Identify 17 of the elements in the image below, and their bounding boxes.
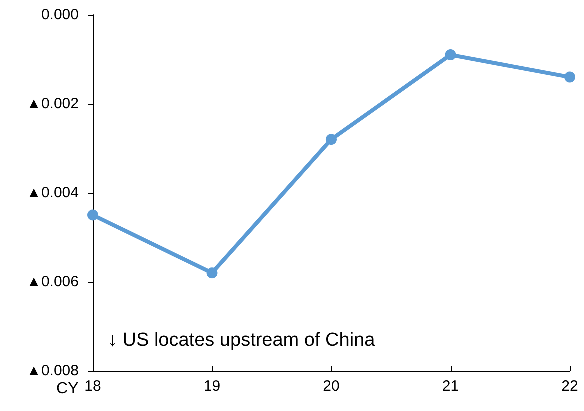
- y-tick-label: ▲0.008: [26, 362, 79, 380]
- x-tick-label: 22: [562, 378, 578, 395]
- point: [326, 134, 337, 146]
- y-tick-label: ▲0.004: [26, 184, 79, 202]
- annotation: ↓ US locates upstream of China: [108, 330, 376, 351]
- point: [564, 72, 576, 83]
- x-axis-title: CY: [56, 380, 80, 398]
- point: [88, 210, 98, 221]
- x-tick-label: 18: [84, 378, 102, 395]
- y-tick-label: ▲0.002: [26, 96, 79, 112]
- x-tick-label: 19: [204, 378, 221, 395]
- y-tick-label: ▲0.006: [26, 274, 79, 290]
- y-tick-label: 0.000: [41, 6, 79, 24]
- x-tick-label: 20: [323, 378, 340, 395]
- point: [445, 50, 456, 61]
- x-tick-label: 21: [442, 378, 460, 395]
- point: [206, 268, 218, 279]
